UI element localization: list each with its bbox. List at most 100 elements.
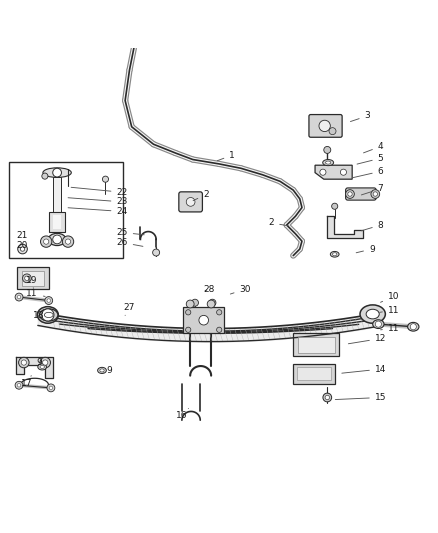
Text: 20: 20 xyxy=(16,241,27,250)
Circle shape xyxy=(319,120,330,132)
Circle shape xyxy=(49,386,53,390)
Ellipse shape xyxy=(323,159,334,166)
FancyBboxPatch shape xyxy=(309,115,342,138)
Text: 9: 9 xyxy=(356,245,374,254)
FancyBboxPatch shape xyxy=(346,188,376,200)
Text: 5: 5 xyxy=(357,154,383,164)
Polygon shape xyxy=(315,165,352,179)
Text: 14: 14 xyxy=(342,365,386,374)
Circle shape xyxy=(371,190,380,198)
Bar xyxy=(10,161,123,258)
Ellipse shape xyxy=(39,309,58,321)
Text: 15: 15 xyxy=(336,393,386,402)
Circle shape xyxy=(65,239,71,244)
Circle shape xyxy=(25,276,29,280)
Text: 10: 10 xyxy=(381,292,399,302)
Circle shape xyxy=(325,395,329,400)
Circle shape xyxy=(373,192,378,196)
Text: 21: 21 xyxy=(16,231,27,240)
Text: 23: 23 xyxy=(68,197,128,206)
Text: 30: 30 xyxy=(230,285,251,294)
Text: 9: 9 xyxy=(103,366,112,375)
Circle shape xyxy=(324,147,331,154)
Circle shape xyxy=(45,297,53,304)
Circle shape xyxy=(191,299,198,306)
Bar xyxy=(49,212,65,231)
Bar xyxy=(21,271,44,286)
Circle shape xyxy=(40,236,52,247)
Circle shape xyxy=(22,274,31,282)
Ellipse shape xyxy=(38,364,46,370)
Circle shape xyxy=(62,236,74,247)
Text: 19: 19 xyxy=(25,276,37,288)
Bar xyxy=(53,215,61,229)
Ellipse shape xyxy=(330,252,339,257)
Text: 6: 6 xyxy=(353,167,383,177)
Polygon shape xyxy=(327,216,363,238)
Text: 24: 24 xyxy=(68,207,128,216)
Text: 26: 26 xyxy=(117,238,143,247)
Ellipse shape xyxy=(98,367,106,374)
Ellipse shape xyxy=(37,306,58,323)
Circle shape xyxy=(53,235,61,244)
Bar xyxy=(293,333,339,356)
Bar xyxy=(293,364,335,384)
Text: 27: 27 xyxy=(124,303,135,316)
Text: 4: 4 xyxy=(364,142,383,153)
Ellipse shape xyxy=(373,320,384,328)
Circle shape xyxy=(346,190,354,198)
Ellipse shape xyxy=(43,168,71,177)
Ellipse shape xyxy=(325,161,331,164)
Circle shape xyxy=(320,169,326,175)
Circle shape xyxy=(17,295,21,299)
Circle shape xyxy=(340,169,346,175)
Circle shape xyxy=(18,357,29,368)
Circle shape xyxy=(348,192,352,196)
Text: 2: 2 xyxy=(193,190,209,200)
Ellipse shape xyxy=(366,309,379,319)
Text: 11: 11 xyxy=(381,324,399,333)
FancyBboxPatch shape xyxy=(179,192,202,212)
Text: 16: 16 xyxy=(176,408,188,421)
Text: 18: 18 xyxy=(33,311,48,321)
Bar xyxy=(297,367,331,381)
Text: 28: 28 xyxy=(204,285,215,294)
Text: 22: 22 xyxy=(71,187,128,197)
Text: 3: 3 xyxy=(350,111,370,122)
Ellipse shape xyxy=(44,312,53,318)
Text: 17: 17 xyxy=(21,376,33,388)
Text: 9: 9 xyxy=(36,358,46,367)
Circle shape xyxy=(152,249,159,256)
Bar xyxy=(53,177,61,215)
Circle shape xyxy=(15,293,23,301)
Circle shape xyxy=(329,128,336,135)
Circle shape xyxy=(42,173,48,179)
Circle shape xyxy=(15,381,23,389)
Ellipse shape xyxy=(360,305,385,323)
Circle shape xyxy=(410,324,417,330)
Ellipse shape xyxy=(100,369,104,372)
Text: 7: 7 xyxy=(361,184,383,195)
Circle shape xyxy=(17,384,21,387)
Circle shape xyxy=(217,310,222,315)
Circle shape xyxy=(40,357,50,368)
Circle shape xyxy=(21,360,26,365)
Text: 11: 11 xyxy=(380,305,399,314)
Circle shape xyxy=(42,360,48,365)
Circle shape xyxy=(207,300,215,308)
Bar xyxy=(183,307,224,333)
Circle shape xyxy=(186,327,191,333)
Circle shape xyxy=(43,239,49,244)
Circle shape xyxy=(332,203,338,209)
Circle shape xyxy=(323,393,332,402)
Circle shape xyxy=(42,309,54,321)
Circle shape xyxy=(47,384,55,392)
Bar xyxy=(297,337,335,352)
Ellipse shape xyxy=(40,366,44,368)
Circle shape xyxy=(18,244,27,254)
Text: 1: 1 xyxy=(217,151,235,161)
Circle shape xyxy=(217,327,222,333)
Ellipse shape xyxy=(408,322,419,331)
Ellipse shape xyxy=(48,233,66,246)
Circle shape xyxy=(375,321,381,327)
